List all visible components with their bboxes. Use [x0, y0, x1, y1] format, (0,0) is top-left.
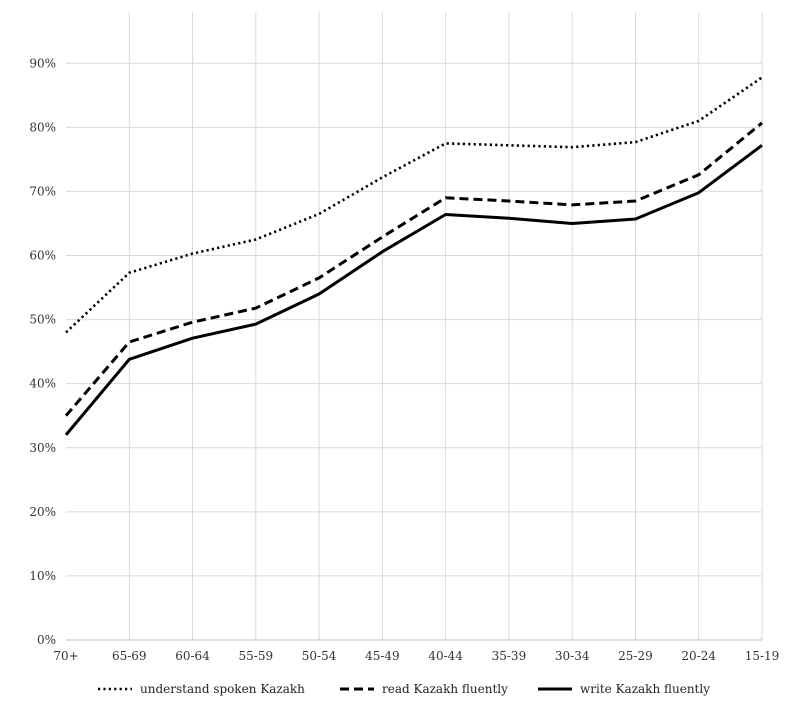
x-tick-label: 20-24 [681, 649, 716, 663]
y-tick-label: 70% [29, 184, 56, 198]
x-tick-label: 15-19 [745, 649, 780, 663]
y-tick-label: 20% [29, 505, 56, 519]
x-tick-label: 60-64 [175, 649, 210, 663]
x-tick-label: 25-29 [618, 649, 653, 663]
series-line-solid [64, 144, 763, 436]
y-tick-label: 0% [37, 633, 56, 647]
y-tick-label: 10% [29, 569, 56, 583]
series-lines [64, 76, 763, 436]
series-line-dashed [64, 121, 763, 417]
legend: understand spoken Kazakh read Kazakh flue… [98, 682, 710, 696]
axes: 0% 10% 20% 30% 40% 50% 60% 70% 80% 90% 70+ 65-69 60-… [29, 56, 779, 663]
y-tick-label: 90% [29, 56, 56, 70]
series-line-dotted [65, 76, 763, 334]
x-tick-label: 70+ [53, 649, 78, 663]
legend-label: understand spoken Kazakh [140, 682, 305, 696]
legend-label: write Kazakh fluently [580, 682, 710, 696]
x-tick-label: 35-39 [492, 649, 527, 663]
y-tick-label: 80% [29, 120, 56, 134]
x-tick-label: 65-69 [112, 649, 147, 663]
x-tick-label: 30-34 [555, 649, 590, 663]
x-tick-label: 40-44 [428, 649, 463, 663]
x-tick-label: 45-49 [365, 649, 400, 663]
legend-label: read Kazakh fluently [382, 682, 508, 696]
y-tick-label: 40% [29, 377, 56, 391]
y-tick-label: 60% [29, 249, 56, 263]
grid [66, 12, 763, 640]
y-tick-label: 30% [29, 441, 56, 455]
x-tick-label: 50-54 [302, 649, 337, 663]
x-tick-label: 55-59 [239, 649, 274, 663]
y-tick-label: 50% [29, 313, 56, 327]
